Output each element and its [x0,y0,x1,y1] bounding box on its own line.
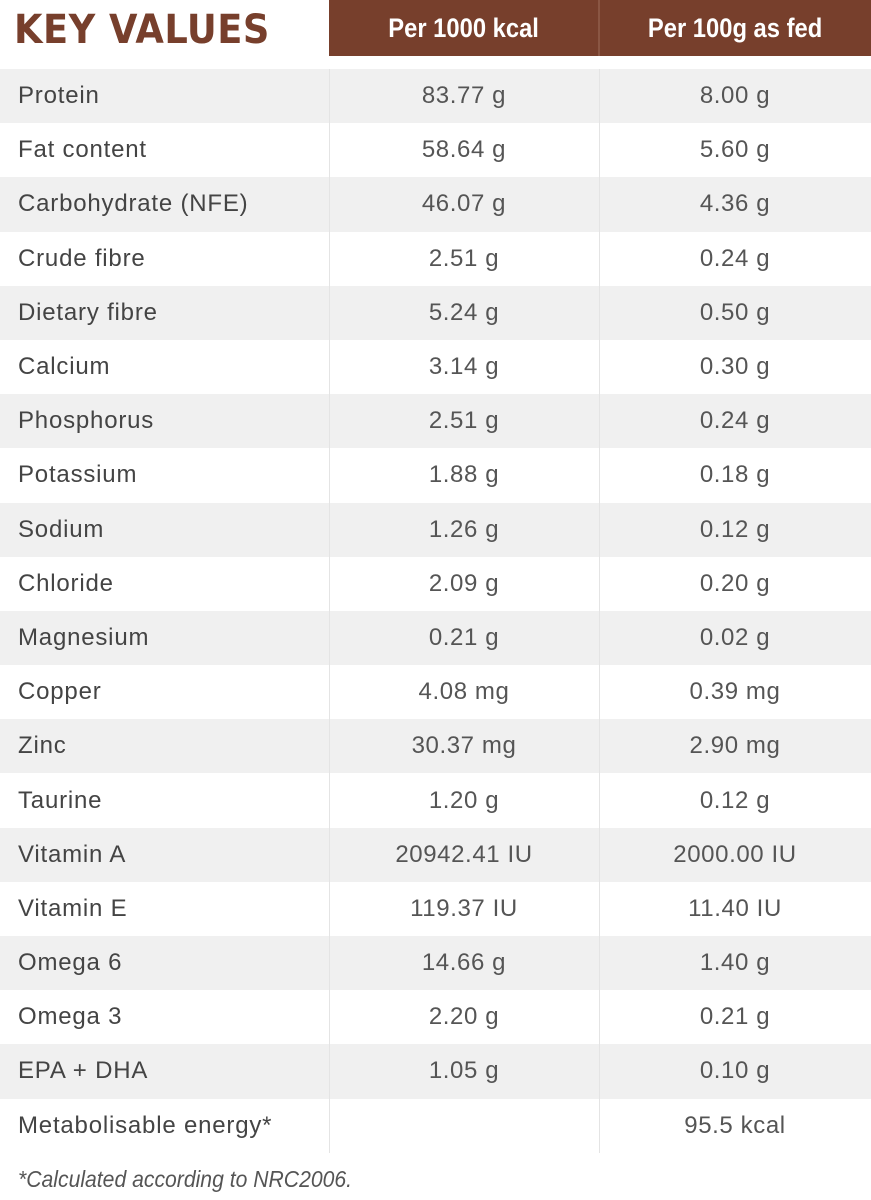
value-per-100g: 1.40 g [699,949,771,977]
nutrient-name: Zinc [18,732,67,760]
nutrient-name: Vitamin A [18,840,127,868]
table-row: Dietary fibre 5.24 g 0.50 g [0,285,871,340]
value-per-1000-kcal: 2.51 g [428,244,500,272]
nutrient-name: Crude fibre [18,244,146,272]
nutrient-name: Calcium [18,353,111,381]
value-per-1000-kcal: 30.37 mg [411,732,517,760]
nutrient-name: Metabolisable energy* [18,1111,273,1139]
table-row: Phosphorus 2.51 g 0.24 g [0,394,871,449]
table-row: Potassium 1.88 g 0.18 g [0,448,871,502]
value-per-100g: 0.10 g [699,1057,771,1085]
value-per-100g: 0.39 mg [689,678,781,706]
table-row: Vitamin E 119.37 IU 11.40 IU [0,882,871,936]
table-row: Metabolisable energy* 95.5 kcal [0,1099,871,1153]
value-per-100g: 0.12 g [699,515,771,543]
value-per-100g: 0.24 g [699,244,771,272]
header-divider [598,0,600,56]
value-per-1000-kcal: 20942.41 IU [395,840,533,868]
value-per-1000-kcal: 5.24 g [428,298,500,326]
nutrient-name: EPA + DHA [18,1057,149,1085]
value-per-1000-kcal: 0.21 g [428,623,500,651]
nutrient-name: Protein [18,82,100,110]
value-per-1000-kcal: 46.07 g [421,190,507,218]
table-row: EPA + DHA 1.05 g 0.10 g [0,1044,871,1099]
value-per-100g: 11.40 IU [688,894,782,922]
nutrient-name: Phosphorus [18,407,155,435]
footnote: *Calculated according to NRC2006. [18,1166,353,1192]
nutrient-name: Omega 6 [18,949,123,977]
value-per-100g: 95.5 kcal [684,1111,786,1139]
value-per-1000-kcal: 119.37 IU [410,894,518,922]
table-row: Magnesium 0.21 g 0.02 g [0,610,871,666]
table-row: Omega 6 14.66 g 1.40 g [0,936,871,991]
value-per-1000-kcal: 83.77 g [421,82,507,110]
value-per-100g: 0.02 g [699,623,771,651]
value-per-100g: 0.12 g [699,786,771,814]
table-row: Omega 3 2.20 g 0.21 g [0,990,871,1044]
value-per-100g: 0.21 g [699,1003,771,1031]
table-row: Carbohydrate (NFE) 46.07 g 4.36 g [0,177,871,232]
table-row: Calcium 3.14 g 0.30 g [0,340,871,394]
table-row: Vitamin A 20942.41 IU 2000.00 IU [0,827,871,882]
nutrient-name: Dietary fibre [18,298,158,326]
nutrient-name: Omega 3 [18,1003,123,1031]
nutrition-table: Protein 83.77 g 8.00 g Fat content 58.64 g 5.… [0,69,871,1153]
value-per-1000-kcal: 2.09 g [428,569,500,597]
column-header-label: Per 1000 kcal [388,12,539,43]
value-per-100g: 0.18 g [699,461,771,489]
nutrient-name: Potassium [18,461,138,489]
value-per-1000-kcal: 14.66 g [421,949,507,977]
table-row: Crude fibre 2.51 g 0.24 g [0,232,871,286]
nutrient-name: Chloride [18,569,114,597]
nutrient-name: Sodium [18,515,105,543]
table-row: Fat content 58.64 g 5.60 g [0,123,871,177]
table-row: Protein 83.77 g 8.00 g [0,69,871,124]
nutrient-name: Fat content [18,136,147,164]
page-title: KEY VALUES [14,7,270,53]
column-header-per-1000-kcal: Per 1000 kcal [329,0,598,56]
value-per-1000-kcal: 1.05 g [428,1057,500,1085]
value-per-100g: 0.24 g [699,407,771,435]
value-per-1000-kcal: 2.51 g [428,407,500,435]
value-per-1000-kcal: 1.88 g [428,461,500,489]
nutrient-name: Vitamin E [18,894,128,922]
value-per-1000-kcal: 1.26 g [428,515,500,543]
table-row: Chloride 2.09 g 0.20 g [0,557,871,611]
value-per-100g: 2.90 mg [689,732,781,760]
value-per-100g: 0.30 g [699,353,771,381]
value-per-1000-kcal: 58.64 g [421,136,507,164]
table-row: Copper 4.08 mg 0.39 mg [0,665,871,719]
value-per-100g: 5.60 g [699,136,771,164]
column-divider [599,69,600,1153]
value-per-1000-kcal: 3.14 g [428,353,500,381]
table-row: Taurine 1.20 g 0.12 g [0,773,871,827]
nutrient-name: Carbohydrate (NFE) [18,190,249,218]
table-row: Zinc 30.37 mg 2.90 mg [0,719,871,774]
value-per-1000-kcal: 2.20 g [428,1003,500,1031]
nutrient-name: Copper [18,678,102,706]
value-per-100g: 8.00 g [699,82,771,110]
value-per-1000-kcal: 4.08 mg [418,678,510,706]
value-per-1000-kcal: 1.20 g [428,786,500,814]
value-per-100g: 4.36 g [699,190,771,218]
nutrient-name: Magnesium [18,623,150,651]
nutrient-name: Taurine [18,786,103,814]
column-header-per-100g: Per 100g as fed [600,0,871,56]
column-divider [329,69,330,1153]
value-per-100g: 0.50 g [699,298,771,326]
table-row: Sodium 1.26 g 0.12 g [0,502,871,557]
value-per-100g: 2000.00 IU [673,840,797,868]
value-per-100g: 0.20 g [699,569,771,597]
column-header-label: Per 100g as fed [648,12,823,43]
